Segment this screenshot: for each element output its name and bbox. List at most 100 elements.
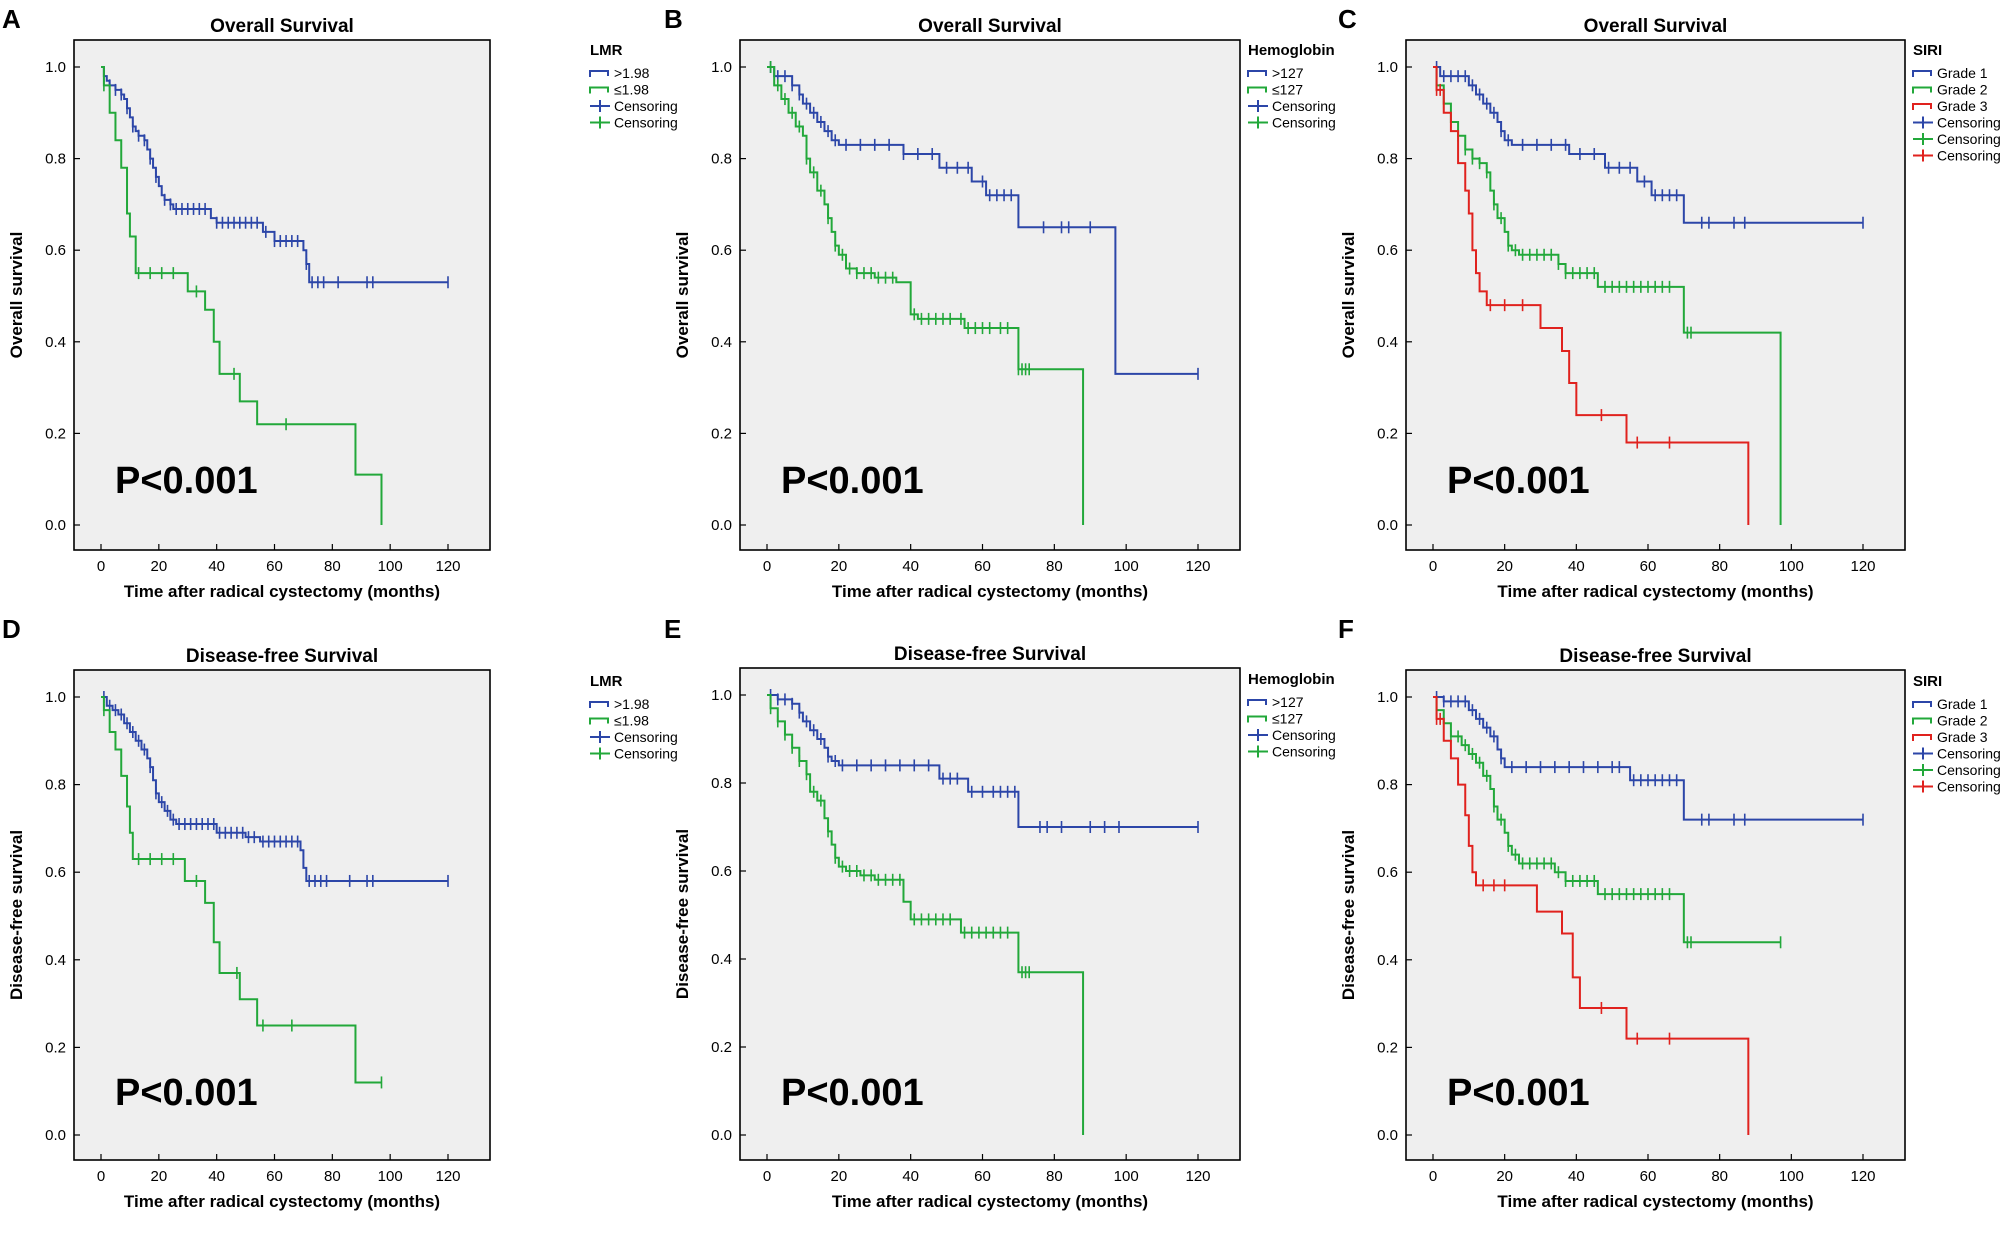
- legend-title: LMR: [590, 42, 623, 59]
- legend-entry-label: >127: [1272, 694, 1304, 710]
- x-tick-label: 80: [1046, 558, 1063, 575]
- y-tick-label: 1.0: [1377, 689, 1398, 706]
- y-tick-label: 0.4: [1377, 334, 1398, 351]
- x-tick-label: 100: [1114, 558, 1139, 575]
- panel-d: D Disease-free Survival 0.0 0.2 0.4 0.6 0.8 1.0…: [2, 614, 678, 1211]
- plot-title: Disease-free Survival: [1559, 646, 1751, 667]
- km-curve-Grade 1: [1433, 66, 1863, 224]
- legend-entry-label: Grade 3: [1937, 98, 1988, 114]
- y-axis-label: Disease-free survival: [7, 830, 26, 1000]
- x-tick-label: 20: [1496, 558, 1513, 575]
- x-tick-label: 40: [208, 1168, 225, 1185]
- x-tick-label: 120: [1850, 1168, 1875, 1185]
- legend-entry-label: Grade 2: [1937, 82, 1988, 98]
- y-tick-label: 0.8: [1377, 777, 1398, 794]
- y-tick-label: 0.8: [1377, 151, 1398, 168]
- legend-entry-label: Censoring: [1272, 98, 1336, 114]
- legend-line-swatch: [1912, 717, 1932, 725]
- km-curve->127: [767, 66, 1198, 375]
- x-tick-label: 40: [902, 558, 919, 575]
- legend-entry-label: Censoring: [1272, 744, 1336, 760]
- panel-letter: E: [664, 614, 681, 644]
- y-tick-label: 0.0: [1377, 517, 1398, 534]
- y-tick-label: 0.6: [45, 242, 66, 259]
- km-curve-≤127: [767, 66, 1085, 525]
- legend-line-swatch: [1912, 103, 1932, 110]
- x-axis-label: Time after radical cystectomy (months): [1497, 1192, 1813, 1211]
- legend-entry-label: >127: [1272, 65, 1304, 81]
- x-axis-label: Time after radical cystectomy (months): [124, 582, 440, 601]
- x-tick-label: 20: [150, 1168, 167, 1185]
- plot-title: Overall Survival: [918, 16, 1062, 37]
- plot-title: Disease-free Survival: [894, 644, 1086, 665]
- km-curve-≤1.98: [101, 696, 382, 1084]
- x-tick-label: 80: [1711, 1168, 1728, 1185]
- y-tick-label: 0.4: [45, 334, 66, 351]
- panel-c: C Overall Survival 0.0 0.2 0.4 0.6 0.8 1.0 0 20 40…: [1338, 4, 2001, 601]
- legend-entry-label: Censoring: [1937, 148, 2001, 164]
- y-tick-label: 0.8: [45, 151, 66, 168]
- plot-frame: [1405, 669, 1906, 1161]
- legend-entry-label: Censoring: [614, 98, 678, 114]
- y-tick-label: 0.2: [1377, 1039, 1398, 1056]
- legend-line-swatch: [1912, 70, 1932, 77]
- legend-entry-label: >1.98: [614, 65, 650, 81]
- km-curve-Grade 2: [1433, 696, 1781, 944]
- x-axis-label: Time after radical cystectomy (months): [832, 582, 1148, 601]
- legend-title: Hemoglobin: [1248, 42, 1335, 59]
- x-tick-label: 20: [1496, 1168, 1513, 1185]
- plot-frame: [73, 39, 491, 551]
- panel-letter: A: [2, 4, 21, 34]
- km-curve->1.98: [101, 696, 448, 882]
- legend-entry-label: Grade 3: [1937, 729, 1988, 745]
- x-tick-label: 80: [324, 558, 341, 575]
- x-tick-label: 0: [1429, 1168, 1437, 1185]
- legend-line-swatch: [1912, 701, 1932, 708]
- legend-entry-label: Grade 1: [1937, 696, 1988, 712]
- legend-entry-label: ≤127: [1272, 82, 1303, 98]
- legend-entry-label: Censoring: [1937, 779, 2001, 795]
- y-axis-label: Overall survival: [7, 232, 26, 359]
- y-tick-label: 1.0: [45, 59, 66, 76]
- x-tick-label: 60: [974, 1168, 991, 1185]
- p-value: P<0.001: [1447, 1072, 1590, 1114]
- x-tick-label: 40: [902, 1168, 919, 1185]
- plot-title: Overall Survival: [1584, 16, 1728, 37]
- plot-frame: [739, 39, 1241, 551]
- panel-b: B Overall Survival 0.0 0.2 0.4 0.6 0.8 1.0 0 20 40…: [664, 4, 1336, 601]
- p-value: P<0.001: [115, 460, 258, 502]
- x-tick-label: 120: [435, 1168, 460, 1185]
- plot-frame: [739, 667, 1241, 1161]
- x-tick-label: 120: [1185, 558, 1210, 575]
- legend-entry-label: Censoring: [614, 746, 678, 762]
- y-tick-label: 1.0: [711, 59, 732, 76]
- legend-entry-label: Censoring: [1272, 727, 1336, 743]
- x-tick-label: 60: [266, 558, 283, 575]
- y-tick-label: 0.0: [45, 517, 66, 534]
- x-tick-label: 20: [830, 558, 847, 575]
- legend-entry-label: Censoring: [1937, 131, 2001, 147]
- legend-title: Hemoglobin: [1248, 671, 1335, 688]
- legend-entry-label: >1.98: [614, 696, 650, 712]
- legend-entry-label: Grade 1: [1937, 65, 1988, 81]
- legend-line-swatch: [1912, 86, 1932, 94]
- x-tick-label: 0: [1429, 558, 1437, 575]
- x-tick-label: 100: [1114, 1168, 1139, 1185]
- x-tick-label: 40: [1568, 1168, 1585, 1185]
- plot-frame: [1405, 39, 1906, 551]
- legend-line-swatch: [1912, 734, 1932, 741]
- panel-e: E Disease-free Survival 0.0 0.2 0.4 0.6 0.8 1.0…: [664, 614, 1336, 1211]
- y-tick-label: 0.8: [45, 777, 66, 794]
- legend-entry-label: Censoring: [1937, 746, 2001, 762]
- plot-frame: [73, 669, 491, 1161]
- legend-entry-label: Grade 2: [1937, 713, 1988, 729]
- y-tick-label: 0.0: [1377, 1127, 1398, 1144]
- x-tick-label: 60: [974, 558, 991, 575]
- x-tick-label: 0: [763, 558, 771, 575]
- km-curve-Grade 3: [1433, 696, 1750, 1135]
- legend-entry-label: Censoring: [614, 729, 678, 745]
- panel-letter: F: [1338, 614, 1354, 644]
- plot-title: Disease-free Survival: [186, 646, 378, 667]
- legend-entry-label: Censoring: [1937, 762, 2001, 778]
